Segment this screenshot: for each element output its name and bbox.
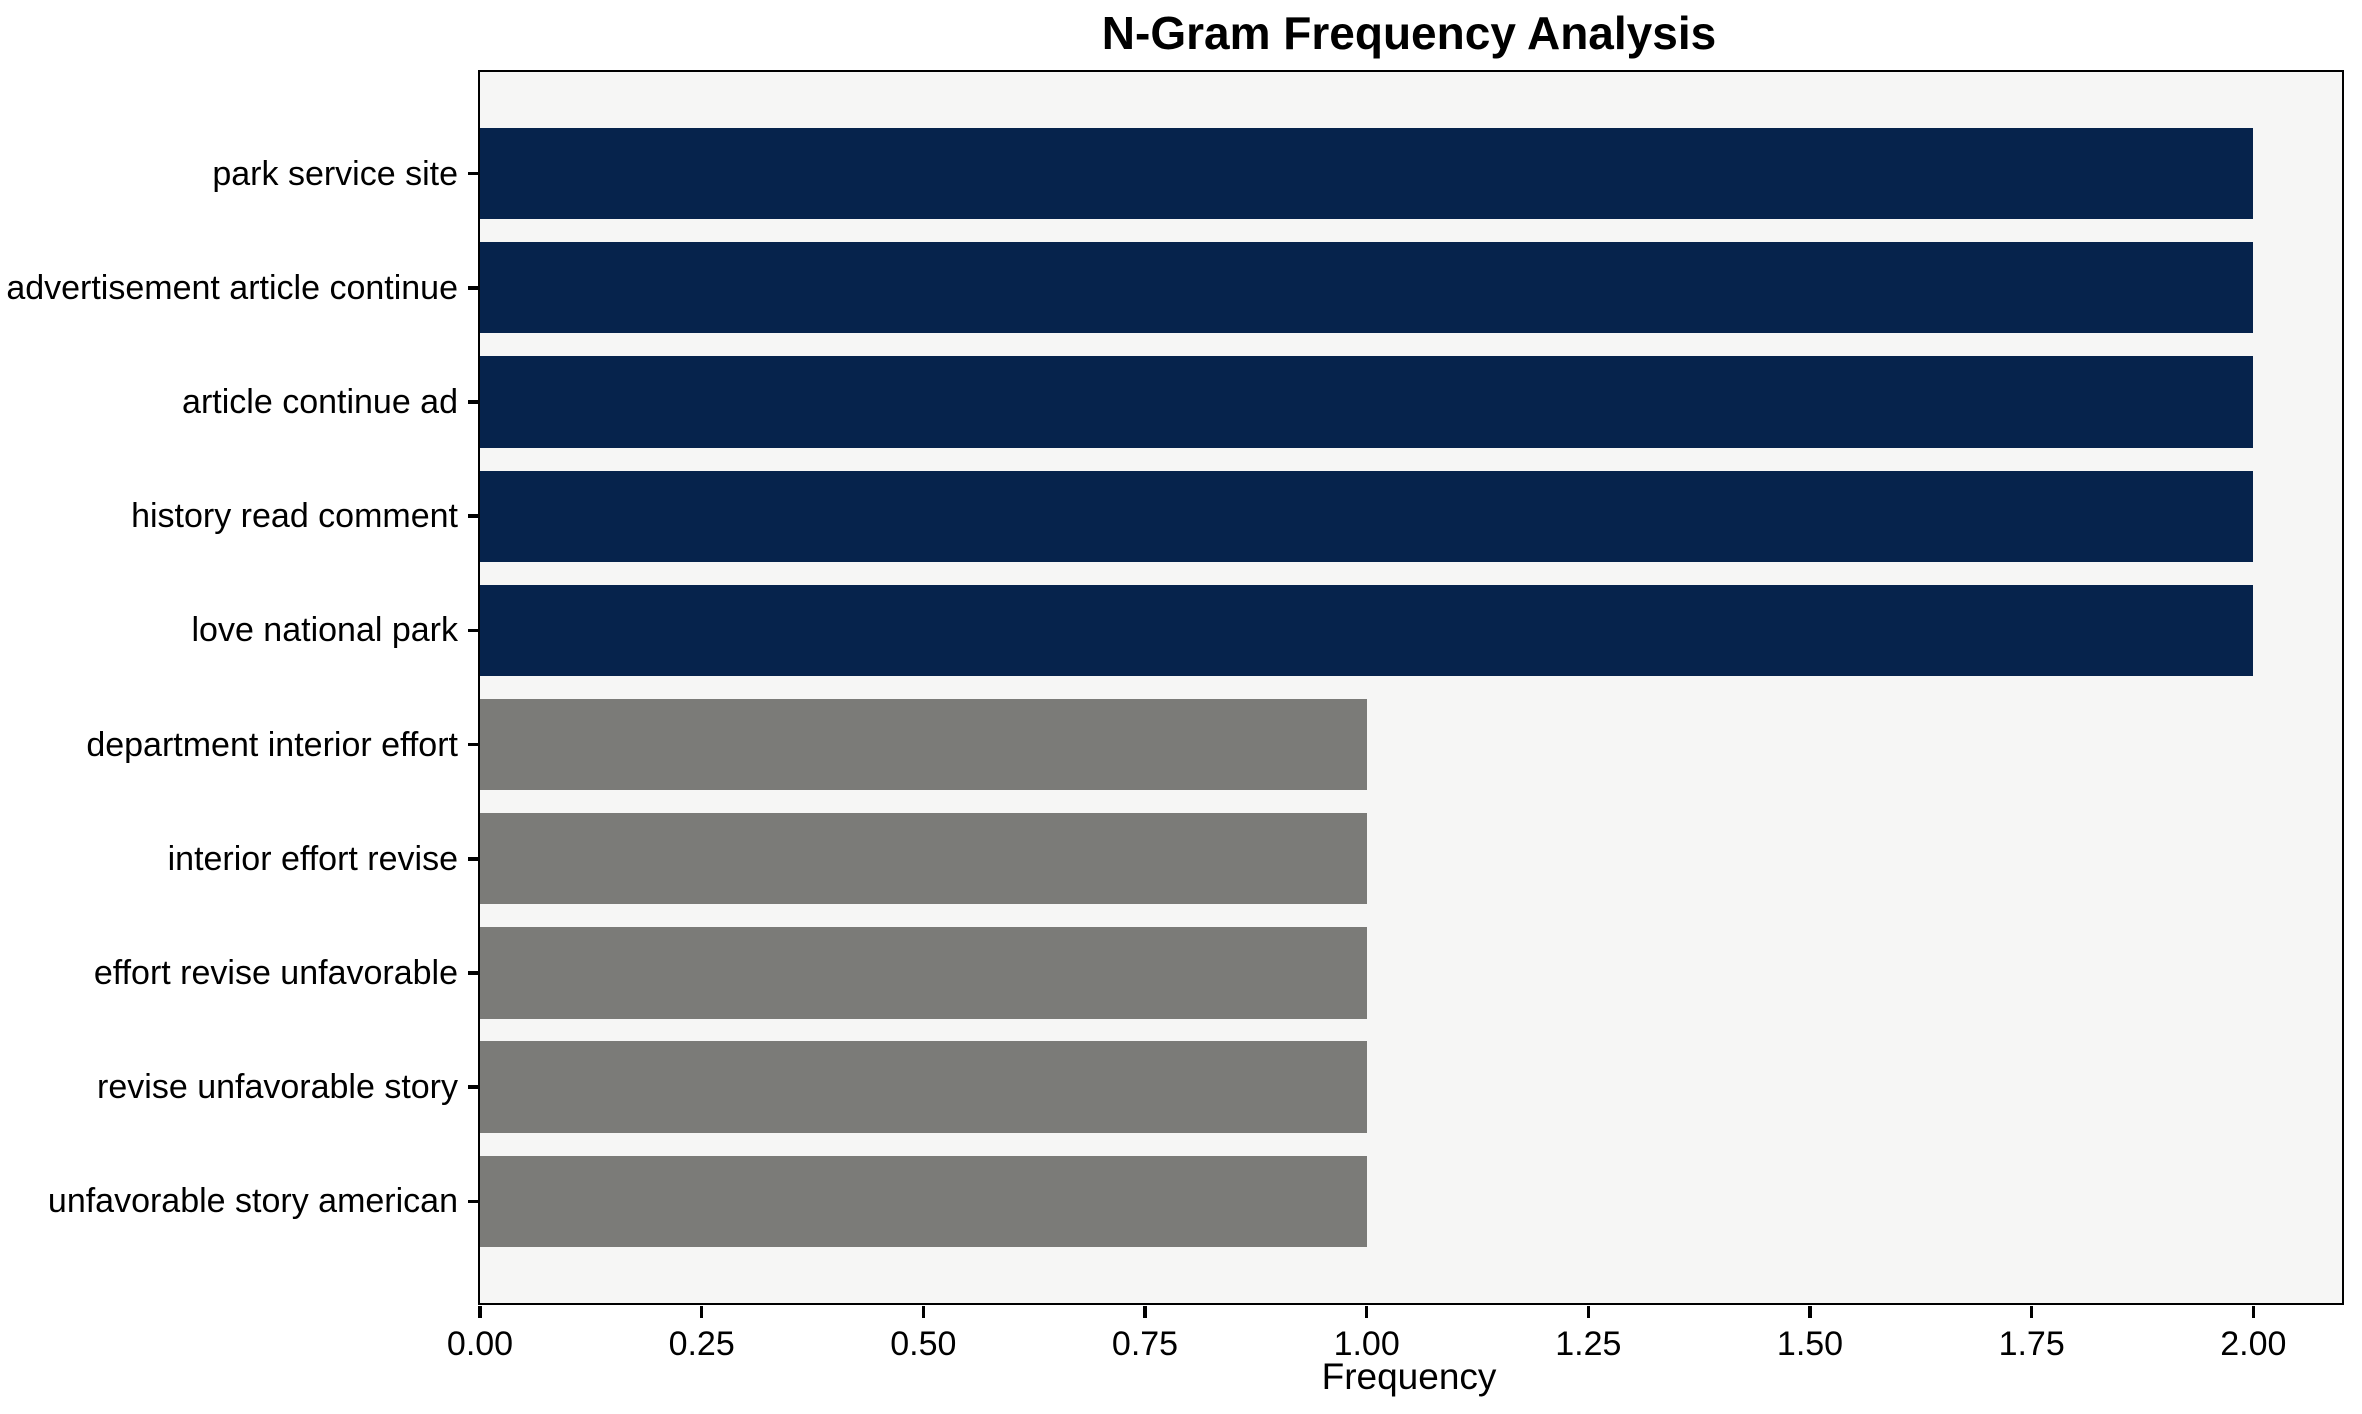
x-tick-label: 0.25 [668,1325,735,1363]
bar-article-continue-ad [480,356,2254,448]
chart-title: N-Gram Frequency Analysis [1101,7,1717,59]
y-tick-label: unfavorable story american [47,1182,458,1221]
y-tick-mark [468,514,480,518]
bar-department-interior-effort [480,698,1367,791]
bar-park-service-site [480,127,2254,220]
x-tick-mark [2251,1306,2256,1318]
x-tick-label: 1.50 [1776,1325,1844,1363]
bar-love-national-park [480,584,2254,677]
x-tick-label: 0.75 [1111,1325,1179,1363]
bar-revise-unfavorable-story [480,1041,1367,1133]
bar-advertisement-article-continue [480,242,2254,334]
y-tick-mark [468,1085,480,1089]
y-tick-mark [468,286,480,290]
bar-interior-effort-revise [480,813,1367,905]
y-tick-mark [468,171,480,176]
y-tick-label: advertisement article continue [6,268,458,307]
x-tick-mark [2029,1306,2034,1318]
plot-area [478,70,2344,1305]
y-tick-label: love national park [191,611,458,650]
x-tick-mark [921,1306,926,1318]
x-tick-mark [1364,1306,1369,1318]
x-tick-label: 1.00 [1333,1325,1400,1363]
x-tick-label: 2.00 [2220,1325,2287,1363]
y-tick-label: department interior effort [86,725,458,764]
y-tick-mark [468,857,480,861]
y-tick-mark [468,1199,480,1204]
y-tick-mark [468,628,480,633]
bar-effort-revise-unfavorable [480,927,1367,1019]
bar-unfavorable-story-american [480,1155,1367,1248]
y-tick-label: history read comment [131,497,458,536]
x-tick-mark [1586,1306,1591,1318]
x-tick-mark [1808,1306,1812,1318]
x-tick-mark [478,1306,482,1318]
y-tick-label: article continue ad [182,383,458,422]
x-axis-title: Frequency [1321,1356,1497,1397]
y-tick-label: effort revise unfavorable [93,953,458,992]
y-tick-label: park service site [212,154,458,193]
x-tick-label: 1.75 [1998,1325,2065,1363]
bar-history-read-comment [480,470,2254,562]
y-tick-label: interior effort revise [167,839,458,878]
y-tick-mark [468,742,480,747]
y-tick-mark [468,400,480,404]
x-tick-mark [699,1306,704,1318]
y-tick-mark [468,971,480,975]
x-tick-mark [1143,1306,1147,1318]
x-tick-label: 0.50 [890,1325,957,1363]
x-tick-label: 0.00 [446,1325,514,1363]
y-tick-label: revise unfavorable story [97,1068,458,1107]
x-tick-label: 1.25 [1555,1325,1622,1363]
